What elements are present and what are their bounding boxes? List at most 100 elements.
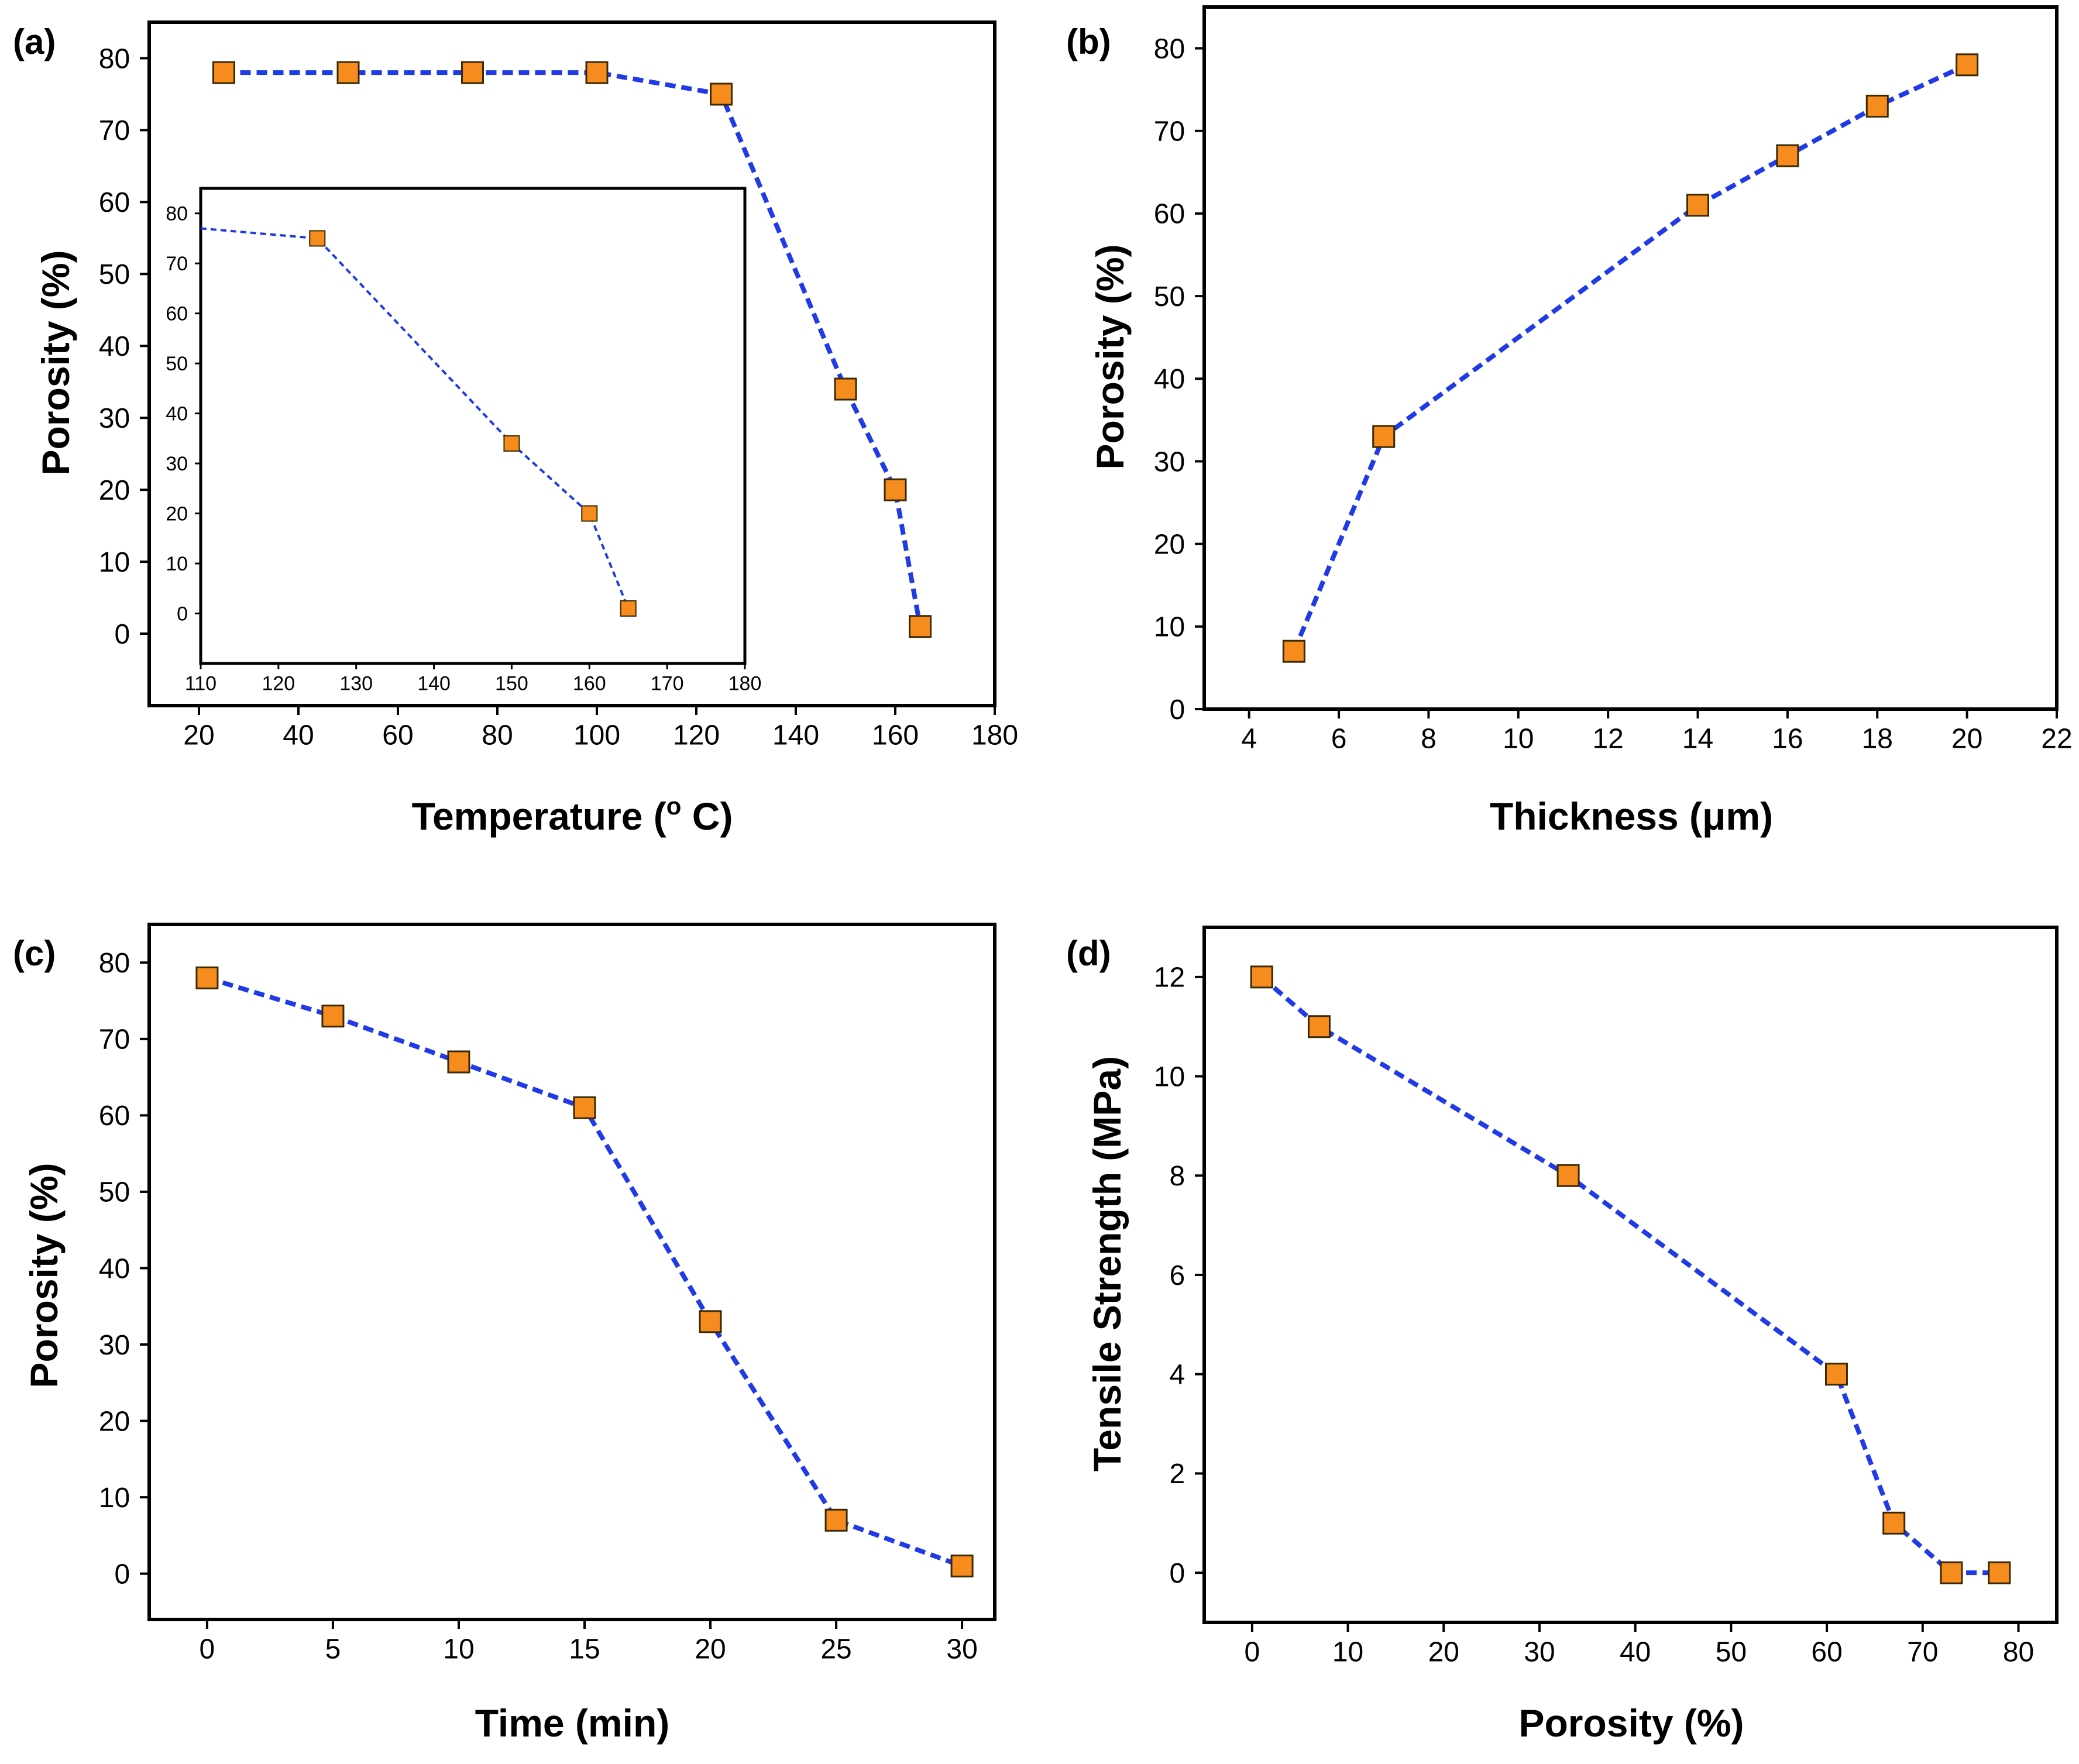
- y-tick-label: 70: [99, 1024, 130, 1055]
- data-point: [620, 600, 637, 617]
- y-tick-label: 0: [114, 1559, 130, 1590]
- x-tick-label: 10: [1332, 1636, 1363, 1667]
- series-a: [212, 61, 932, 638]
- x-tick-label: 60: [382, 720, 413, 751]
- plot-frame-d: [1202, 926, 2059, 1624]
- y-tick-label: 10: [166, 553, 188, 575]
- data-point: [447, 1050, 470, 1074]
- series-line: [1291, 63, 1968, 652]
- x-tick-label: 30: [946, 1634, 977, 1665]
- data-point: [834, 377, 857, 401]
- data-point: [1372, 425, 1396, 448]
- y-tick-label: 0: [1169, 694, 1185, 725]
- x-tick-label: 15: [569, 1634, 600, 1665]
- data-point: [1988, 1561, 2011, 1584]
- x-tick-label: 170: [651, 673, 684, 695]
- y-tick-label: 30: [99, 403, 130, 434]
- x-tick-label: 180: [971, 720, 1018, 751]
- y-tick-label: 80: [1154, 33, 1185, 64]
- data-point: [884, 478, 907, 501]
- data-point: [1940, 1561, 1963, 1584]
- x-tick-label: 100: [573, 720, 620, 751]
- y-tick-label: 20: [1154, 529, 1185, 560]
- data-point: [1282, 639, 1305, 663]
- data-point: [824, 1508, 848, 1532]
- data-point: [336, 61, 360, 84]
- y-tick-label: 50: [166, 353, 188, 375]
- data-point: [950, 1555, 974, 1578]
- plot-frame-b: [1202, 5, 2059, 711]
- y-tick-label: 20: [99, 475, 130, 506]
- x-tick-label: 14: [1682, 723, 1713, 754]
- y-tick-label: 80: [166, 203, 188, 225]
- x-tick-label: 5: [325, 1634, 341, 1665]
- data-point: [1556, 1164, 1580, 1187]
- x-tick-label: 140: [417, 673, 451, 695]
- x-tick-label: 18: [1862, 723, 1893, 754]
- y-tick-label: 2: [1169, 1459, 1185, 1490]
- y-tick-label: 50: [99, 1177, 130, 1208]
- inset-series-a: [200, 227, 637, 617]
- y-tick-label: 20: [99, 1406, 130, 1437]
- y-tick-label: 40: [99, 1253, 130, 1284]
- series-line: [206, 975, 963, 1569]
- panel-d: (d) 0 10 20 30 40 50 60 70 80 0 2 4 6 8 10 12 Porosity …: [1066, 926, 2059, 1745]
- data-point: [321, 1005, 345, 1028]
- x-tick-label: 40: [283, 720, 314, 751]
- x-tick-label: 50: [1716, 1636, 1747, 1667]
- x-tick-label: 25: [820, 1634, 851, 1665]
- y-axis-title-a: Porosity (%): [34, 250, 77, 475]
- x-tick-label: 8: [1421, 723, 1437, 754]
- x-tick-label: 110: [185, 673, 217, 695]
- x-tick-label: 10: [1503, 723, 1534, 754]
- y-axis-title-b: Porosity (%): [1088, 244, 1132, 469]
- x-tick-label: 12: [1592, 723, 1623, 754]
- x-tick-label: 160: [872, 720, 919, 751]
- x-tick-label: 6: [1331, 723, 1347, 754]
- x-tick-label: 20: [1951, 723, 1982, 754]
- x-tick-label: 10: [443, 1634, 474, 1665]
- y-tick-label: 60: [1154, 199, 1185, 230]
- x-tick-label: 80: [482, 720, 513, 751]
- y-tick-label: 40: [166, 403, 188, 425]
- y-tick-label: 40: [1154, 364, 1185, 395]
- data-point: [1865, 94, 1889, 118]
- x-tick-label: 130: [339, 673, 373, 695]
- series-line: [224, 70, 923, 627]
- data-point: [1824, 1363, 1848, 1386]
- y-tick-label: 30: [166, 453, 188, 475]
- x-tick-label: 40: [1620, 1636, 1651, 1667]
- y-tick-label: 50: [99, 259, 130, 290]
- x-tick-label: 140: [772, 720, 819, 751]
- data-point: [1776, 144, 1799, 167]
- y-tick-label: 70: [1154, 116, 1185, 147]
- x-tick-label: 16: [1772, 723, 1803, 754]
- x-tick-label: 120: [673, 720, 720, 751]
- y-axis-title-c: Porosity (%): [22, 1163, 66, 1388]
- x-tick-label: 22: [2041, 723, 2072, 754]
- inset-axis-ticks-a: 110 120 130 140 150 160 170 180 0 10 20 30 40 50 60 70 8…: [166, 203, 761, 695]
- y-tick-label: 10: [99, 547, 130, 578]
- y-tick-label: 50: [1154, 281, 1185, 312]
- data-point: [909, 615, 932, 638]
- y-tick-label: 70: [166, 253, 188, 275]
- y-tick-label: 10: [99, 1483, 130, 1514]
- series-line: [1260, 975, 1999, 1576]
- x-tick-label: 80: [2003, 1636, 2034, 1667]
- plot-frame-a: [147, 20, 996, 707]
- panel-b: (b) 4 6 8 10 12 14 16 18 20 22 0 10 20 30 40 50 60 70 80 T…: [1066, 5, 2073, 838]
- y-tick-label: 60: [99, 187, 130, 218]
- y-tick-label: 20: [166, 503, 188, 525]
- y-tick-label: 4: [1169, 1360, 1185, 1391]
- y-tick-label: 60: [166, 303, 188, 325]
- data-point: [195, 966, 219, 989]
- y-tick-label: 30: [1154, 446, 1185, 477]
- inset-frame-a: [199, 187, 747, 665]
- x-axis-title-b: Thickness (μm): [1490, 795, 1773, 838]
- series-d: [1250, 965, 2011, 1584]
- data-point: [699, 1310, 722, 1333]
- axis-ticks-b: 4 6 8 10 12 14 16 18 20 22 0 10 20 30 40 50 60 70 80: [1154, 33, 2073, 754]
- x-tick-label: 20: [183, 720, 214, 751]
